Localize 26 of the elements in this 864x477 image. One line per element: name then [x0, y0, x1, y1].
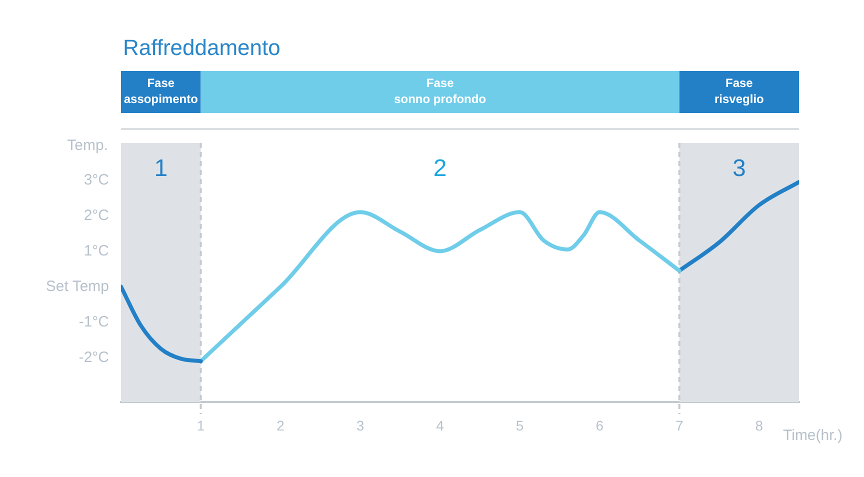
y-axis-title: Temp.: [67, 137, 108, 154]
y-tick-label: -1°C: [78, 313, 110, 330]
line-series: [677, 180, 799, 273]
band-label: 1: [154, 155, 168, 182]
x-tick-label: 2: [276, 417, 285, 434]
x-axis-title: Time(hr.): [783, 427, 842, 444]
x-tick-label: 7: [675, 417, 684, 434]
y-tick-label: 3°C: [84, 171, 110, 188]
y-tick-label: 1°C: [84, 242, 110, 260]
chart-title: Raffreddamento: [123, 35, 280, 60]
band-label: 3: [732, 155, 746, 182]
x-tick-label: 1: [196, 417, 205, 434]
x-tick-label: 3: [356, 417, 364, 434]
x-tick-label: 8: [755, 417, 764, 434]
x-tick-label: 6: [596, 417, 604, 434]
text: Fase assopimento: [124, 76, 198, 106]
y-tick-label: 2°C: [84, 206, 110, 224]
x-tick-label: 5: [516, 417, 524, 434]
line-series: [121, 284, 203, 364]
line-series: [198, 210, 682, 364]
text: Fase sonno profondo: [394, 76, 486, 106]
y-tick-label: Set Temp: [46, 278, 109, 295]
x-tick-label: 4: [436, 417, 444, 434]
annotation: 2: [433, 155, 447, 182]
text: Fase risveglio: [714, 76, 764, 106]
y-tick-label: -2°C: [78, 348, 110, 366]
